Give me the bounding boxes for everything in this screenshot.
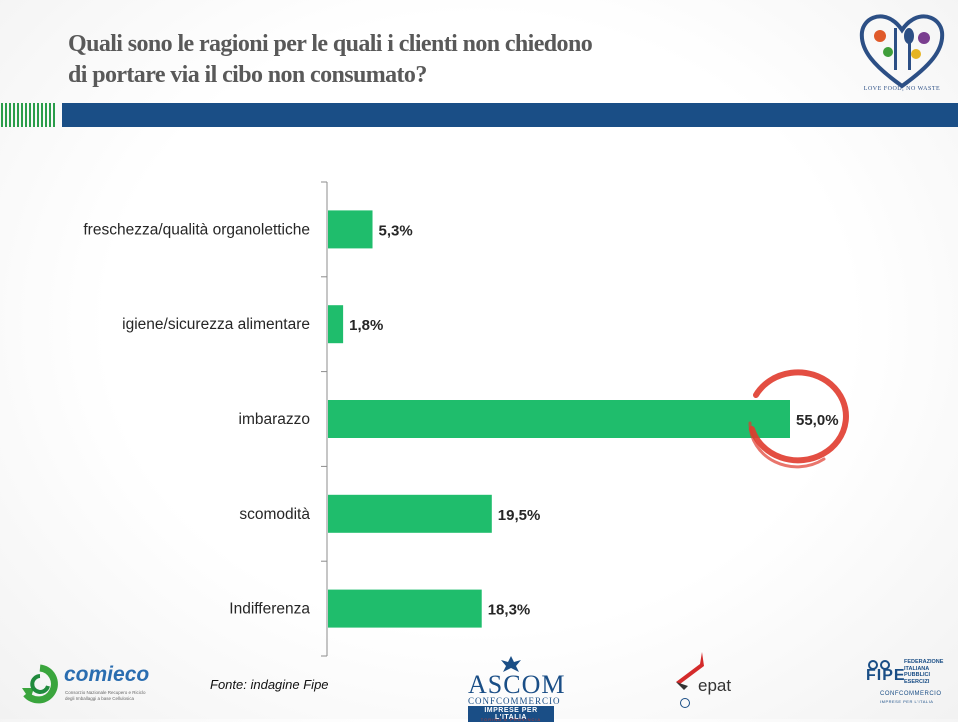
epat-logo: epat bbox=[672, 650, 742, 712]
comieco-subtitle-line-1: Consorzio Nazionale Recupero e Riciclo bbox=[65, 690, 146, 695]
ascom-logo: ASCOM CONFCOMMERCIO IMPRESE PER L'ITALIA… bbox=[468, 654, 566, 722]
value-label: 5,3% bbox=[379, 222, 413, 239]
ascom-band: IMPRESE PER L'ITALIA bbox=[468, 706, 554, 722]
bar bbox=[328, 305, 344, 344]
fipe-emblem-icon bbox=[866, 657, 894, 670]
bar bbox=[328, 400, 790, 438]
highlight-circle bbox=[748, 369, 849, 469]
fipe-logo: FIPE FEDERAZIONE ITALIANA PUBBLICI ESERC… bbox=[864, 655, 954, 711]
highlight-circle-stroke bbox=[749, 369, 849, 464]
green-stripes-decoration bbox=[1, 103, 55, 127]
fipe-side-text: FEDERAZIONE ITALIANA PUBBLICI ESERCIZI bbox=[904, 659, 943, 685]
love-food-logo-icon bbox=[859, 14, 945, 89]
fipe-side-line-4: ESERCIZI bbox=[904, 678, 930, 685]
slide-title: Quali sono le ragioni per le quali i cli… bbox=[68, 29, 708, 91]
header-band bbox=[62, 103, 958, 127]
comieco-name: comieco bbox=[64, 663, 150, 686]
love-food-logo-text: LOVE FOOD, NO WASTE bbox=[863, 86, 941, 92]
bar bbox=[328, 210, 373, 249]
bar bbox=[328, 494, 492, 533]
fipe-side-line-3: PUBBLICI bbox=[904, 672, 930, 678]
value-label: 18,3% bbox=[488, 602, 531, 619]
slide-title-line-2: di portare via il cibo non consumato? bbox=[68, 62, 427, 88]
source-note: Fonte: indagine Fipe bbox=[210, 677, 329, 692]
fipe-side-line-2: ITALIANA bbox=[904, 665, 930, 672]
ascom-location: TORINO E PROVINCIA bbox=[480, 717, 542, 722]
value-label: 19,5% bbox=[498, 507, 541, 524]
comieco-subtitle-line-2: degli Imballaggi a base Cellulosica bbox=[65, 696, 135, 701]
chef-knife-icon bbox=[676, 652, 704, 690]
chart-axis bbox=[321, 181, 328, 657]
category-label: freschezza/qualità organolettiche bbox=[83, 221, 310, 238]
fipe-name: FIPE bbox=[866, 667, 906, 684]
bar bbox=[328, 589, 482, 628]
ascom-name: ASCOM bbox=[468, 670, 566, 699]
chart-labels: freschezza/qualità organolettiche 5,3% igi… bbox=[83, 221, 838, 618]
fipe-band: IMPRESE PER L'ITALIA bbox=[880, 699, 934, 704]
comieco-logo: comieco Consorzio Nazionale Recupero e R… bbox=[20, 662, 155, 710]
epat-name: epat bbox=[698, 676, 732, 695]
ascom-subtitle: CONFCOMMERCIO bbox=[468, 696, 561, 706]
comieco-subtitle: Consorzio Nazionale Recupero e Riciclo d… bbox=[65, 690, 160, 702]
value-label: 55,0% bbox=[796, 412, 839, 429]
category-label: imbarazzo bbox=[239, 411, 311, 428]
value-label: 1,8% bbox=[349, 317, 383, 334]
highlight-circle-stroke-inner bbox=[748, 421, 826, 469]
eagle-icon bbox=[501, 656, 521, 672]
epat-seal-icon bbox=[680, 698, 690, 708]
category-label: scomodità bbox=[239, 506, 310, 523]
recycle-icon bbox=[22, 664, 58, 704]
fipe-confcommercio: CONFCOMMERCIO bbox=[880, 691, 942, 697]
fipe-side-line-1: FEDERAZIONE bbox=[904, 659, 944, 665]
category-label: igiene/sicurezza alimentare bbox=[122, 316, 310, 333]
slide-title-line-1: Quali sono le ragioni per le quali i cli… bbox=[68, 31, 593, 57]
chart-bars bbox=[328, 210, 790, 628]
category-label: Indifferenza bbox=[229, 601, 310, 618]
